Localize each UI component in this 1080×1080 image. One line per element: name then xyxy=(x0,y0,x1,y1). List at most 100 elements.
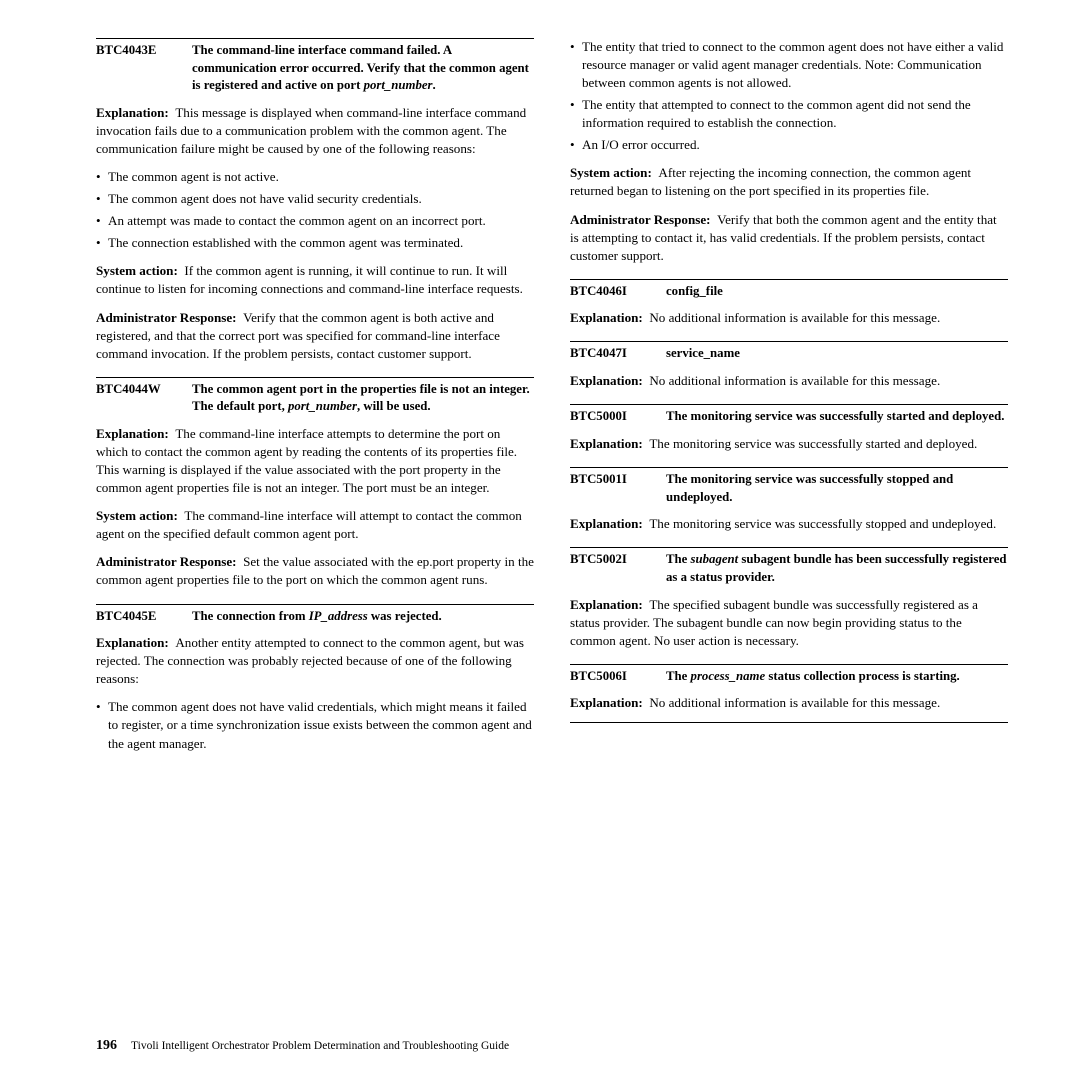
text: No additional information is available f… xyxy=(649,310,940,325)
label: System action: xyxy=(96,263,178,278)
rule xyxy=(96,604,534,605)
rule xyxy=(570,404,1008,405)
msg-title: config_file xyxy=(666,283,1008,301)
title-text: , will be used. xyxy=(357,399,431,413)
title-var: subagent xyxy=(691,552,739,566)
explanation: Explanation: The specified subagent bund… xyxy=(570,596,1008,650)
admin-response: Administrator Response: Verify that both… xyxy=(570,211,1008,265)
entry-heading: BTC5002I The subagent subagent bundle ha… xyxy=(570,551,1008,586)
right-column: The entity that tried to connect to the … xyxy=(570,38,1008,1008)
system-action: System action: If the common agent is ru… xyxy=(96,262,534,298)
entry-btc4045e-cont: The entity that tried to connect to the … xyxy=(570,38,1008,265)
entry-heading: BTC5006I The process_name status collect… xyxy=(570,668,1008,686)
entry-btc5000i: BTC5000I The monitoring service was succ… xyxy=(570,404,1008,453)
title-var: IP_address xyxy=(309,609,368,623)
msg-title: The common agent port in the properties … xyxy=(192,381,534,416)
title-var: port_number xyxy=(364,78,433,92)
msg-id: BTC4043E xyxy=(96,42,174,60)
msg-title: The connection from IP_address was rejec… xyxy=(192,608,534,626)
text: No additional information is available f… xyxy=(649,373,940,388)
explanation: Explanation: No additional information i… xyxy=(570,309,1008,327)
rule xyxy=(570,664,1008,665)
msg-title: The monitoring service was successfully … xyxy=(666,408,1008,426)
explanation: Explanation: No additional information i… xyxy=(570,372,1008,390)
title-var: port_number xyxy=(288,399,357,413)
entry-btc4046i: BTC4046I config_file Explanation: No add… xyxy=(570,279,1008,328)
msg-id: BTC5006I xyxy=(570,668,648,686)
explanation: Explanation: The command-line interface … xyxy=(96,425,534,497)
page-number: 196 xyxy=(96,1038,117,1054)
list-item: An attempt was made to contact the commo… xyxy=(96,212,534,230)
explanation: Explanation: Another entity attempted to… xyxy=(96,634,534,688)
text: The monitoring service was successfully … xyxy=(649,436,977,451)
label: Explanation: xyxy=(570,373,643,388)
msg-id: BTC5000I xyxy=(570,408,648,426)
page-footer: 196 Tivoli Intelligent Orchestrator Prob… xyxy=(96,1038,509,1054)
entry-heading: BTC5001I The monitoring service was succ… xyxy=(570,471,1008,506)
explanation: Explanation: This message is displayed w… xyxy=(96,104,534,158)
label: Explanation: xyxy=(96,426,169,441)
book-title: Tivoli Intelligent Orchestrator Problem … xyxy=(131,1040,509,1052)
title-text: was rejected. xyxy=(368,609,442,623)
entry-btc4044w: BTC4044W The common agent port in the pr… xyxy=(96,377,534,590)
entry-btc4047i: BTC4047I service_name Explanation: No ad… xyxy=(570,341,1008,390)
entry-heading: BTC4046I config_file xyxy=(570,283,1008,301)
title-text: The xyxy=(666,552,691,566)
list-item: The common agent is not active. xyxy=(96,168,534,186)
list-item: The entity that tried to connect to the … xyxy=(570,38,1008,92)
system-action: System action: The command-line interfac… xyxy=(96,507,534,543)
msg-id: BTC5001I xyxy=(570,471,648,489)
rule xyxy=(96,377,534,378)
entry-heading: BTC4044W The common agent port in the pr… xyxy=(96,381,534,416)
label: Administrator Response: xyxy=(96,310,237,325)
entry-btc4043e: BTC4043E The command-line interface comm… xyxy=(96,38,534,363)
reason-list: The common agent does not have valid cre… xyxy=(96,698,534,752)
entry-heading: BTC4043E The command-line interface comm… xyxy=(96,42,534,95)
text: No additional information is available f… xyxy=(649,695,940,710)
explanation: Explanation: No additional information i… xyxy=(570,694,1008,712)
msg-title: The process_name status collection proce… xyxy=(666,668,1008,686)
title-text: The connection from xyxy=(192,609,309,623)
rule xyxy=(96,38,534,39)
msg-id: BTC4046I xyxy=(570,283,648,301)
entry-heading: BTC4045E The connection from IP_address … xyxy=(96,608,534,626)
admin-response: Administrator Response: Set the value as… xyxy=(96,553,534,589)
admin-response: Administrator Response: Verify that the … xyxy=(96,309,534,363)
label: Administrator Response: xyxy=(570,212,711,227)
system-action: System action: After rejecting the incom… xyxy=(570,164,1008,200)
title-text: . xyxy=(433,78,436,92)
left-column: BTC4043E The command-line interface comm… xyxy=(96,38,534,1008)
title-text: The xyxy=(666,669,691,683)
entry-heading: BTC4047I service_name xyxy=(570,345,1008,363)
rule xyxy=(570,279,1008,280)
msg-title: The subagent subagent bundle has been su… xyxy=(666,551,1008,586)
label: Explanation: xyxy=(570,695,643,710)
list-item: An I/O error occurred. xyxy=(570,136,1008,154)
title-var: process_name xyxy=(691,669,766,683)
msg-id: BTC4045E xyxy=(96,608,174,626)
label: Explanation: xyxy=(570,516,643,531)
text: The monitoring service was successfully … xyxy=(649,516,996,531)
rule xyxy=(570,467,1008,468)
msg-id: BTC4044W xyxy=(96,381,174,399)
label: System action: xyxy=(570,165,652,180)
entry-btc5006i: BTC5006I The process_name status collect… xyxy=(570,664,1008,724)
msg-title: The command-line interface command faile… xyxy=(192,42,534,95)
rule xyxy=(570,722,1008,723)
entry-btc5002i: BTC5002I The subagent subagent bundle ha… xyxy=(570,547,1008,650)
label: Explanation: xyxy=(570,436,643,451)
list-item: The connection established with the comm… xyxy=(96,234,534,252)
label: Administrator Response: xyxy=(96,554,237,569)
msg-title: service_name xyxy=(666,345,1008,363)
rule xyxy=(570,341,1008,342)
msg-title: The monitoring service was successfully … xyxy=(666,471,1008,506)
msg-id: BTC4047I xyxy=(570,345,648,363)
list-item: The entity that attempted to connect to … xyxy=(570,96,1008,132)
title-text: status collection process is starting. xyxy=(765,669,960,683)
list-item: The common agent does not have valid sec… xyxy=(96,190,534,208)
explanation: Explanation: The monitoring service was … xyxy=(570,435,1008,453)
label: Explanation: xyxy=(570,597,643,612)
entry-btc5001i: BTC5001I The monitoring service was succ… xyxy=(570,467,1008,533)
entry-btc4045e: BTC4045E The connection from IP_address … xyxy=(96,604,534,753)
rule xyxy=(570,547,1008,548)
